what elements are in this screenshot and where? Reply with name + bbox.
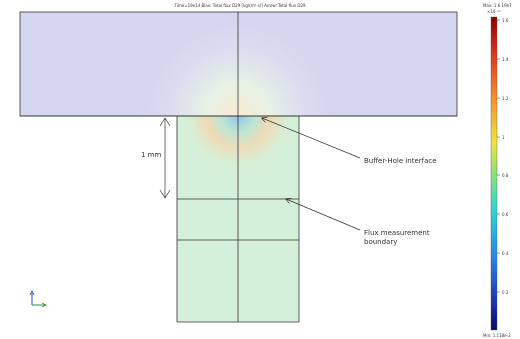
boundary-leader-arrow bbox=[286, 199, 361, 231]
buffer-region bbox=[20, 12, 457, 116]
colorbar-tick: 1 bbox=[502, 135, 505, 140]
plot-title: Time=19e14 Blax: Total flux D29 [kg/(m²·… bbox=[174, 3, 306, 8]
colorbar-tick: 1.2 bbox=[502, 96, 509, 101]
colorbar-max-label: Max: 1.6 19e7 bbox=[483, 3, 512, 8]
colorbar-tick: 0.2 bbox=[502, 290, 509, 295]
colorbar-tick: 1.4 bbox=[502, 57, 509, 62]
colorbar-tick: 0.8 bbox=[502, 173, 509, 178]
colorbar-min-label: Min: 1.118e-2 bbox=[483, 333, 511, 338]
axis-triad-icon bbox=[29, 290, 47, 308]
dimension-label: 1 mm bbox=[141, 151, 162, 159]
boundary-label-line2: boundary bbox=[364, 238, 398, 246]
colorbar-tick: 0.6 bbox=[502, 212, 509, 217]
boundary-label-line1: Flux measurement bbox=[364, 229, 430, 237]
colorbar-tick-marks bbox=[497, 19, 500, 293]
colorbar-tick: 1.6 bbox=[502, 18, 509, 23]
dimension-arrow-head-top bbox=[159, 117, 171, 127]
colorbar bbox=[490, 16, 498, 331]
colorbar-tick: 0.4 bbox=[502, 251, 509, 256]
colorbar-exponent: ×10⁻¹² bbox=[487, 9, 501, 14]
dimension-arrow-head-bottom bbox=[159, 189, 171, 199]
interface-label: Buffer-Hole interface bbox=[364, 157, 437, 165]
interface-leader-arrow bbox=[262, 118, 361, 159]
